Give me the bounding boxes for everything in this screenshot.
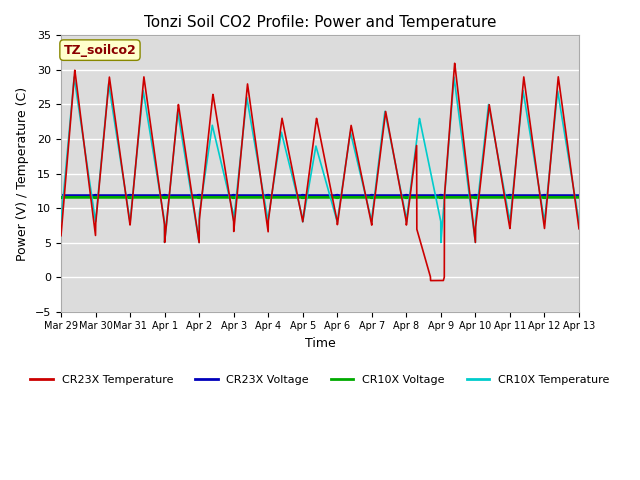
Legend: CR23X Temperature, CR23X Voltage, CR10X Voltage, CR10X Temperature: CR23X Temperature, CR23X Voltage, CR10X … — [26, 370, 614, 389]
Y-axis label: Power (V) / Temperature (C): Power (V) / Temperature (C) — [17, 86, 29, 261]
Title: Tonzi Soil CO2 Profile: Power and Temperature: Tonzi Soil CO2 Profile: Power and Temper… — [144, 15, 496, 30]
Text: TZ_soilco2: TZ_soilco2 — [63, 44, 136, 57]
X-axis label: Time: Time — [305, 337, 335, 350]
